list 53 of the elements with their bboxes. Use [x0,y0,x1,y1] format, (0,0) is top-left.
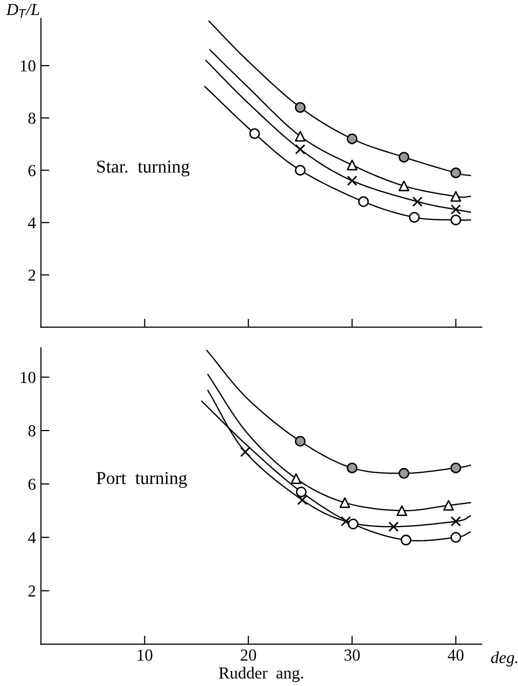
point [358,196,369,207]
point [346,134,358,144]
y-tick-label: 8 [28,425,36,437]
point [294,436,306,447]
point [240,446,250,458]
point [294,130,306,142]
y-axis-title: D$_{T}$/L [6,4,40,18]
point [290,473,302,484]
y-tick-label: 10 [20,372,36,384]
point [295,144,306,154]
point [398,152,410,163]
y-tick-label: 8 [28,112,36,124]
point [339,497,350,508]
point [348,518,358,530]
point [408,212,420,223]
point [450,214,462,226]
point [450,191,462,202]
point [450,532,462,543]
point [294,164,306,176]
point [400,534,412,546]
point [346,462,358,474]
x-tick-label: 40 [448,649,464,661]
y-tick-label: 6 [28,165,36,176]
y-tick-label: 4 [28,532,36,544]
point [450,204,461,215]
point [297,494,308,506]
annotation: Star. turning [97,160,190,176]
point [340,516,352,526]
y-tick-label: 6 [28,478,36,490]
y-tick-label: 4 [28,217,36,228]
point [450,462,462,474]
x-tick-label: 20 [240,649,256,661]
point [443,500,454,511]
x-axis-title: Rudder ang. [218,666,304,682]
point [388,522,399,532]
y-tick-label: 10 [20,60,36,72]
point [412,196,423,207]
y-tick-label: 2 [28,270,36,281]
point [396,505,408,516]
point [398,180,410,192]
x-tick-label: 10 [138,649,152,661]
text: deg. [491,651,518,667]
point [398,468,410,479]
annotation: Port turning [96,472,187,488]
point [346,176,358,186]
point [294,102,306,113]
point [296,486,307,498]
y-tick-label: 2 [28,586,36,597]
point [450,168,462,178]
point [249,128,260,139]
point [346,160,358,170]
point [450,516,461,526]
x-tick-label: 30 [344,649,360,661]
